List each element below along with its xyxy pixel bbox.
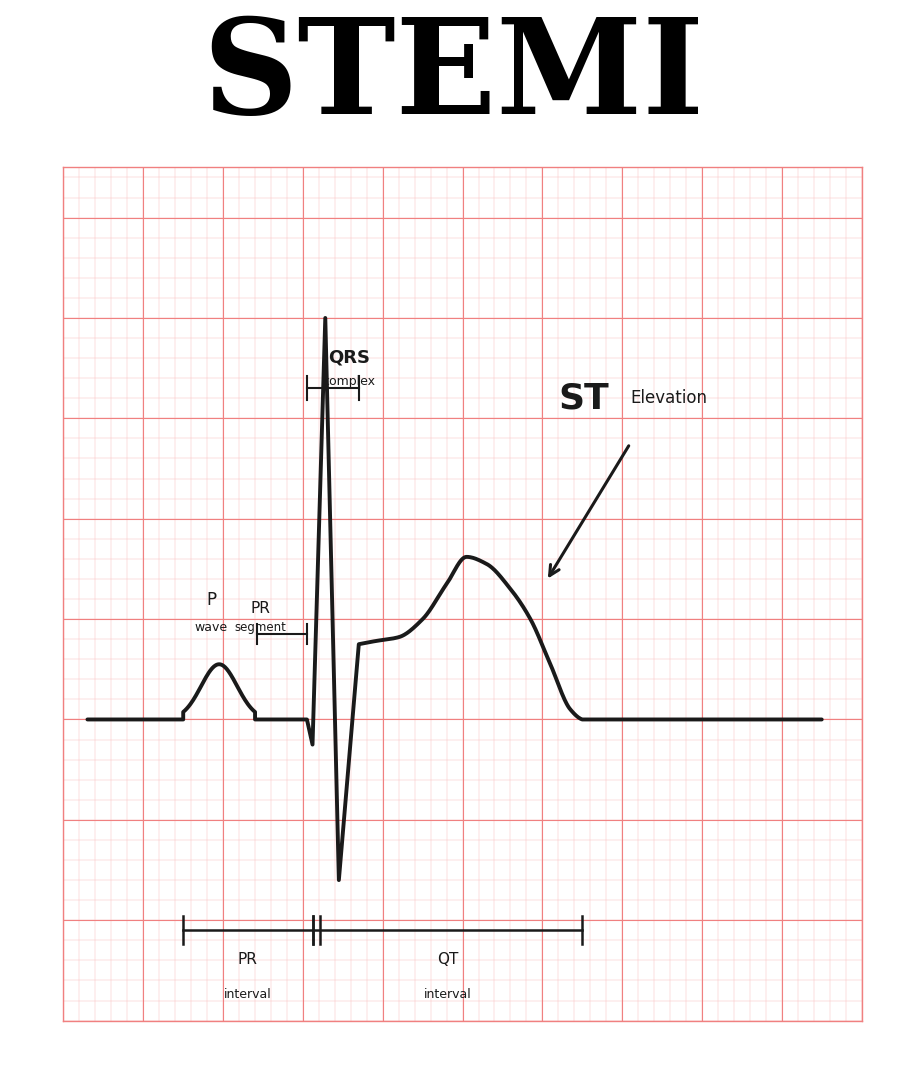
Text: VectorStock.com/18615342: VectorStock.com/18615342 (707, 1051, 880, 1064)
Text: complex: complex (322, 375, 375, 388)
Text: P: P (206, 591, 216, 609)
Text: QT: QT (436, 953, 458, 968)
Text: STEMI: STEMI (202, 13, 705, 141)
Text: ST: ST (559, 381, 610, 416)
Text: Elevation: Elevation (630, 389, 707, 407)
Text: segment: segment (235, 621, 287, 634)
Text: interval: interval (424, 988, 472, 1001)
Text: wave: wave (195, 621, 228, 634)
Text: interval: interval (224, 988, 272, 1001)
Text: PR: PR (238, 953, 258, 968)
Text: PR: PR (250, 602, 270, 616)
Text: VectorStock®: VectorStock® (27, 1049, 142, 1066)
Text: QRS: QRS (327, 348, 370, 366)
